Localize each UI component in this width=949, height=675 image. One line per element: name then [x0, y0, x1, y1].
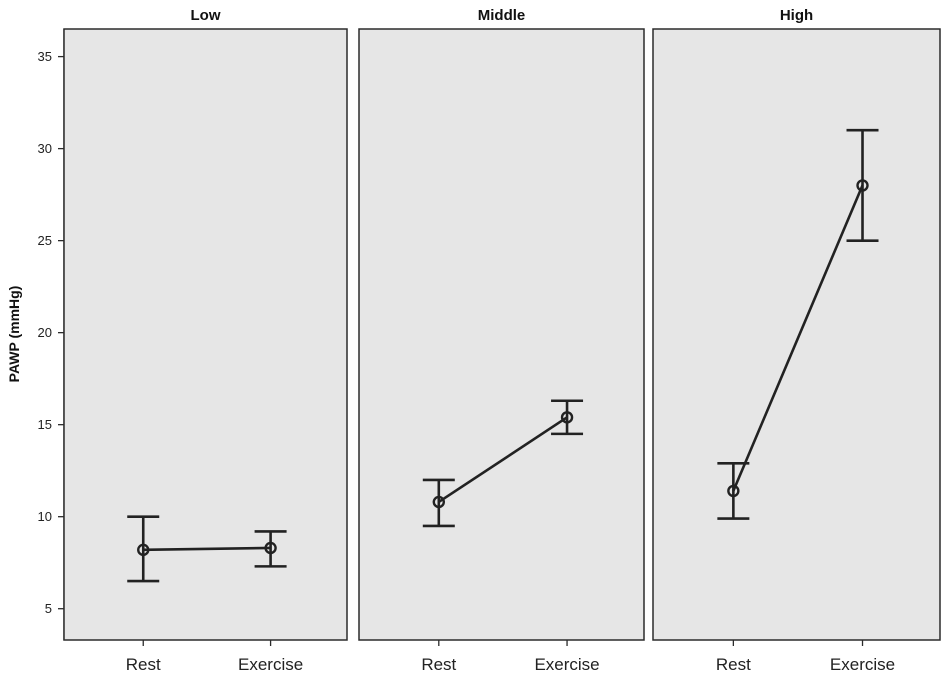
mean-point [432, 495, 445, 509]
x-category-label: Exercise [238, 655, 303, 674]
panel-middle: Middle Rest Exercise [358, 7, 645, 674]
mean-point [727, 484, 740, 498]
panel-background [358, 28, 645, 641]
series-line [143, 546, 271, 552]
panel-background [652, 28, 941, 641]
y-tick-label: 10 [38, 509, 52, 524]
series-line [732, 184, 864, 492]
y-axis-title: PAWP (mmHg) [6, 286, 22, 383]
y-tick-label: 35 [38, 49, 52, 64]
mean-point [856, 179, 869, 192]
panel-title: Middle [478, 7, 526, 24]
y-tick-label: 25 [38, 233, 52, 248]
chart-panels: Low Rest Exercise Middle Rest Exercise High Res… [63, 7, 941, 674]
y-axis-ticks: 5 10 15 20 25 30 35 [38, 49, 64, 616]
panel-title: High [780, 7, 813, 24]
mean-point [560, 411, 574, 424]
x-category-label: Rest [126, 655, 161, 674]
mean-point [137, 543, 150, 557]
series-line [438, 416, 568, 504]
x-category-label: Exercise [830, 655, 895, 674]
y-tick-label: 5 [45, 601, 52, 616]
mean-point [264, 541, 277, 555]
panel-low: Low Rest Exercise [63, 7, 348, 674]
x-category-label: Exercise [534, 655, 599, 674]
x-category-label: Rest [716, 655, 751, 674]
panel-title: Low [191, 7, 221, 24]
y-tick-label: 30 [38, 141, 52, 156]
x-category-label: Rest [421, 655, 456, 674]
panel-high: High Rest Exercise [652, 7, 941, 674]
y-tick-label: 15 [38, 417, 52, 432]
y-tick-label: 20 [38, 325, 52, 340]
panel-background [63, 28, 348, 641]
